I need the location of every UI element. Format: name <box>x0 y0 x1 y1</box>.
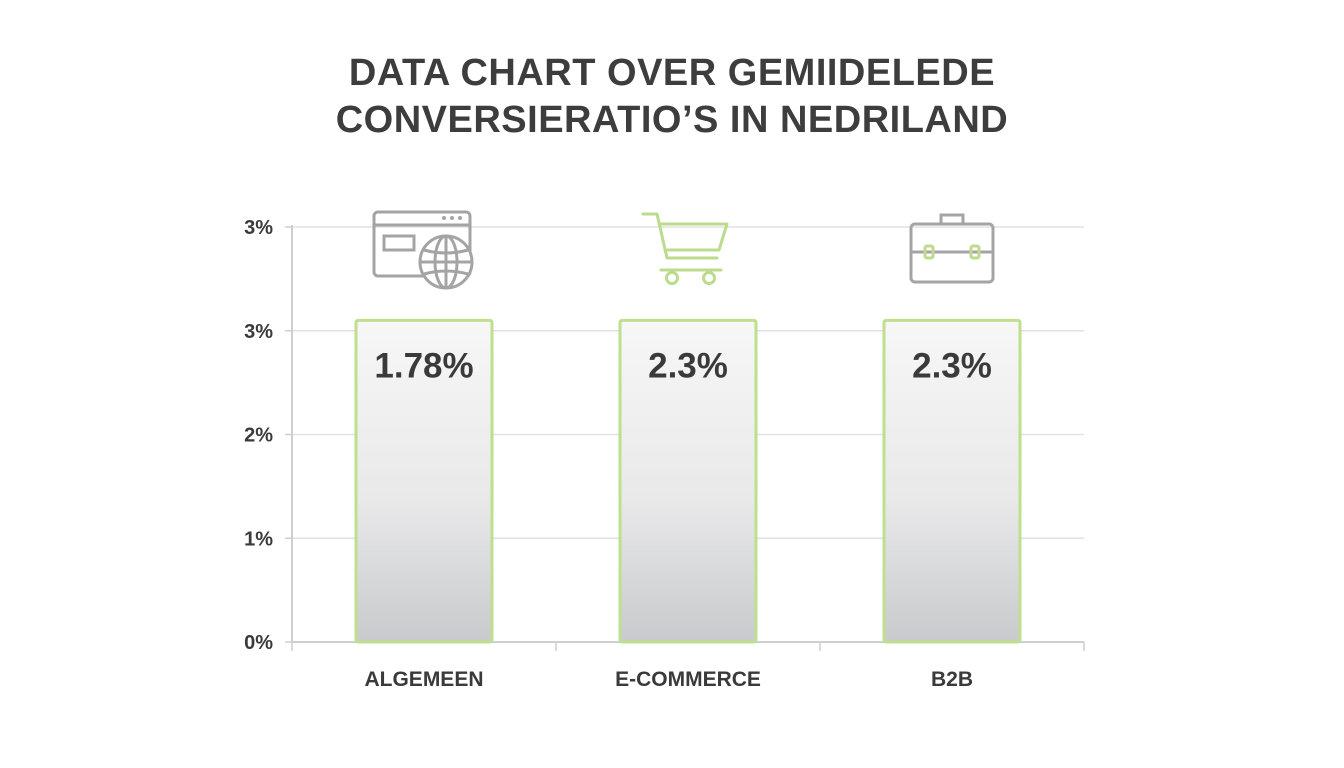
browser-dot <box>458 216 462 220</box>
cart-wheel <box>665 271 679 285</box>
x-category-label: E-COMMERCE <box>615 668 761 691</box>
bar-algemeen <box>354 318 494 644</box>
cart-basket <box>657 222 729 252</box>
browser-window <box>372 210 472 278</box>
globe-latitude <box>423 269 469 276</box>
y-tick-label: 0% <box>244 632 273 654</box>
bar-e-commerce <box>618 318 758 644</box>
data-label: 1.78% <box>374 346 473 385</box>
y-tick-label: 3% <box>244 217 273 239</box>
bar-b2b <box>882 318 1022 644</box>
y-tick-label: 3% <box>244 321 273 343</box>
globe-latitude <box>423 248 469 255</box>
category-icons <box>372 210 995 290</box>
cart-wheel <box>702 271 716 285</box>
bars <box>354 318 1022 644</box>
browser-box <box>382 234 416 252</box>
y-tick-label: 1% <box>244 528 273 550</box>
cart-handle <box>641 212 719 260</box>
data-label: 2.3% <box>912 346 992 385</box>
y-tick-label: 2% <box>244 425 273 447</box>
data-label: 2.3% <box>648 346 728 385</box>
x-category-label: ALGEMEEN <box>364 668 483 691</box>
labels: 0% 1% 2% 3% 3% 1.78% ALGEMEEN 2.3% E-COMMERCE 2.3… <box>244 217 992 691</box>
browser-globe-icon <box>372 210 474 290</box>
x-category-label: B2B <box>931 668 973 691</box>
shopping-cart-icon <box>641 212 729 285</box>
briefcase-icon <box>909 213 995 284</box>
chart-title-line-2: CONVERSIERATIO’S IN NEDRILAND <box>335 99 1009 141</box>
briefcase-latch <box>969 244 981 260</box>
briefcase-handle <box>939 213 965 224</box>
browser-dot <box>450 216 454 220</box>
browser-dot <box>442 216 446 220</box>
chart-title-line-1: DATA CHART OVER GEMIIDELEDE <box>348 52 996 94</box>
briefcase-latch <box>923 244 935 260</box>
